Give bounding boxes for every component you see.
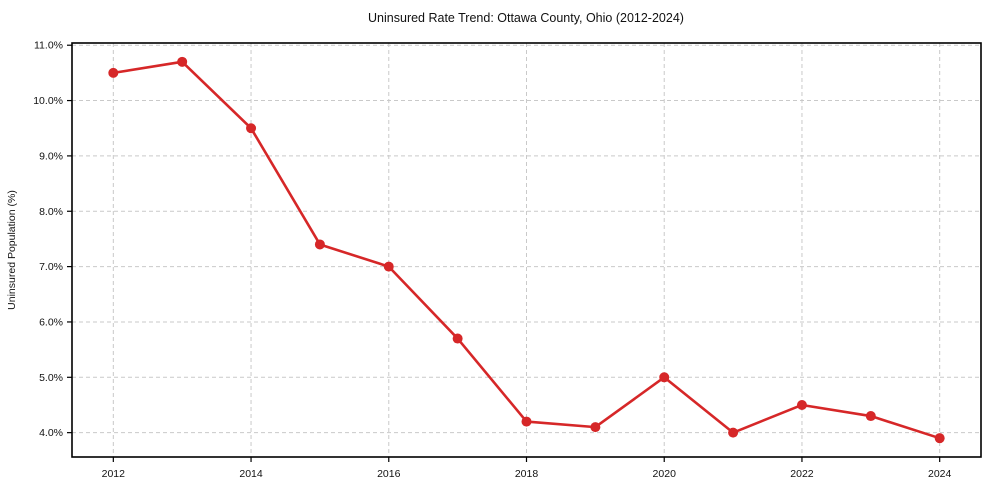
x-tick-label: 2020: [653, 468, 677, 480]
chart-title: Uninsured Rate Trend: Ottawa County, Ohi…: [368, 11, 684, 25]
data-point: [865, 411, 876, 422]
y-tick-label: 11.0%: [34, 40, 63, 52]
x-tick-label: 2012: [102, 468, 126, 480]
x-tick-label: 2022: [790, 468, 814, 480]
data-point: [659, 372, 670, 383]
data-point: [728, 427, 739, 438]
y-tick-label: 6.0%: [39, 316, 63, 328]
axis-layer: 2012 2014 2016 2018 2020 2022 2024 4.0% 5.0% 6.0%…: [33, 40, 982, 480]
x-tick-label: 2014: [239, 468, 263, 480]
y-tick-label: 8.0%: [39, 206, 63, 218]
data-point: [934, 433, 945, 444]
y-tick-label: 10.0%: [33, 95, 63, 107]
grid-layer: [72, 43, 981, 457]
y-tick-label: 5.0%: [39, 372, 63, 384]
data-point: [590, 422, 601, 433]
data-point: [452, 333, 463, 344]
data-series-layer: [108, 56, 945, 444]
y-tick-label: 9.0%: [39, 150, 63, 162]
data-point: [383, 261, 394, 272]
x-tick-label: 2018: [515, 468, 539, 480]
data-point: [108, 67, 119, 78]
data-point: [246, 123, 257, 134]
y-axis-title: Uninsured Population (%): [6, 190, 18, 310]
x-tick-label: 2016: [377, 468, 401, 480]
data-point: [796, 399, 807, 410]
y-tick-label: 4.0%: [39, 427, 63, 439]
data-point: [521, 416, 532, 427]
x-tick-label: 2024: [928, 468, 952, 480]
data-point: [177, 56, 188, 67]
y-tick-label: 7.0%: [39, 261, 63, 273]
data-point: [314, 239, 325, 250]
